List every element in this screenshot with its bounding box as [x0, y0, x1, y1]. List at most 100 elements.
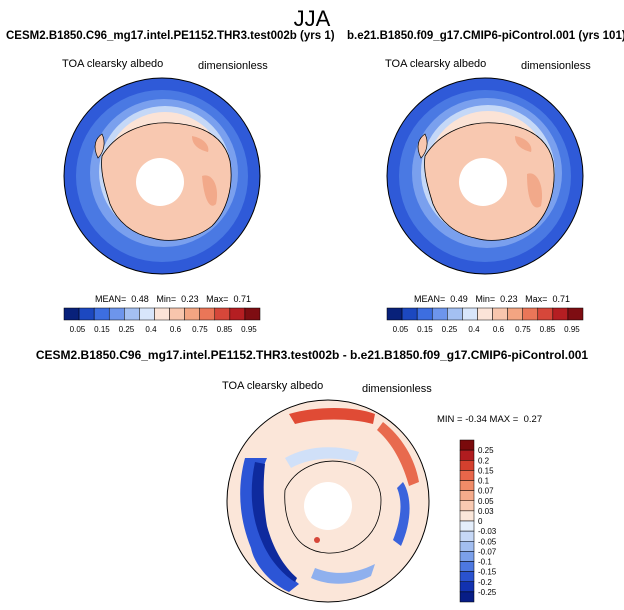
- max-label: MAX =: [489, 414, 519, 425]
- high-albedo-patch-1: [192, 136, 209, 152]
- colorbar-tick-label: 0.6: [493, 325, 505, 334]
- colorbar-box: [459, 520, 475, 532]
- colorbar-box: [459, 541, 475, 552]
- colorbar-box: [386, 307, 403, 321]
- positive-band-northeast: [377, 422, 419, 486]
- colorbar-tick-label: 0.25: [442, 325, 458, 334]
- colorbar-tick-label: 0.07: [478, 487, 494, 496]
- colorbar-box: [459, 510, 475, 522]
- min-label: Min=: [475, 294, 496, 304]
- colorbar-box: [459, 500, 475, 512]
- colorbar-tick-label: -0.05: [478, 537, 497, 546]
- mean-value: 0.49: [450, 294, 468, 304]
- mean-value: 0.48: [131, 294, 149, 304]
- colorbar-box: [93, 307, 110, 321]
- colorbar-tick-label: -0.1: [478, 558, 492, 567]
- max-value: 0.71: [552, 294, 570, 304]
- colorbar-box: [431, 307, 448, 321]
- colorbar-box: [199, 307, 216, 321]
- colorbar-tick-label: 0.4: [468, 325, 480, 334]
- panel-2-polar-map: [386, 77, 584, 275]
- colorbar-box: [459, 490, 475, 501]
- difference-variable: TOA clearsky albedo: [222, 380, 324, 392]
- difference-colorbar: 0.250.20.150.10.070.050.030-0.03-0.05-0.…: [459, 439, 497, 603]
- colorbar-tick-label: 0.03: [478, 507, 494, 516]
- colorbar-box: [416, 307, 433, 321]
- max-value: 0.27: [523, 414, 543, 425]
- high-albedo-patch-1: [515, 136, 532, 152]
- colorbar-tick-label: 0.05: [393, 325, 409, 334]
- positive-spot: [314, 537, 320, 543]
- panel-1-case-title: CESM2.B1850.C96_mg17.intel.PE1152.THR3.t…: [6, 30, 335, 42]
- colorbar-box: [124, 307, 140, 321]
- pole-hole: [304, 482, 352, 530]
- panel-1-stats: MEAN= 0.48 Min= 0.23 Max= 0.71: [95, 294, 251, 304]
- colorbar-box: [459, 530, 475, 542]
- mean-label: MEAN=: [414, 294, 446, 304]
- colorbar-tick-label: 0.05: [478, 497, 494, 506]
- max-label: Max=: [206, 294, 229, 304]
- colorbar-box: [459, 561, 475, 572]
- colorbar-box: [459, 460, 475, 471]
- colorbar-box: [78, 307, 95, 321]
- pole-hole: [136, 158, 184, 206]
- colorbar-tick-label: 0.85: [540, 325, 556, 334]
- colorbar-tick-label: 0.25: [478, 446, 494, 455]
- panel-2-case-title: b.e21.B1850.f09_g17.CMIP6-piControl.001 …: [347, 30, 624, 42]
- colorbar-tick-label: 0.15: [478, 466, 494, 475]
- light-negative-ring: [285, 447, 359, 468]
- panel-1-polar-map: [63, 77, 261, 275]
- colorbar-box: [459, 480, 475, 491]
- colorbar-box: [459, 449, 475, 461]
- panel-1-colorbar: 0.05 0.15 0.25 0.4 0.6 0.75 0.85 0.95: [63, 307, 261, 334]
- colorbar-tick-label: -0.03: [478, 527, 497, 536]
- min-label: MIN =: [437, 414, 463, 425]
- difference-title: CESM2.B1850.C96_mg17.intel.PE1152.THR3.t…: [35, 348, 589, 362]
- colorbar-tick-label: 0.95: [564, 325, 580, 334]
- max-label: Max=: [525, 294, 548, 304]
- panel-2-units: dimensionless: [521, 60, 591, 72]
- min-value: 0.23: [500, 294, 518, 304]
- negative-core-west: [251, 462, 297, 582]
- colorbar-tick-label: 0.85: [217, 325, 233, 334]
- colorbar-tick-label: 0.2: [478, 456, 490, 465]
- panel-2-stats: MEAN= 0.49 Min= 0.23 Max= 0.71: [414, 294, 570, 304]
- colorbar-box: [401, 307, 418, 321]
- colorbar-box: [229, 307, 246, 321]
- negative-band-south: [311, 564, 375, 584]
- colorbar-box: [459, 581, 475, 593]
- colorbar-box: [492, 307, 508, 321]
- pole-hole: [459, 158, 507, 206]
- colorbar-box: [447, 307, 463, 321]
- mean-label: MEAN=: [95, 294, 127, 304]
- negative-band-east: [393, 482, 410, 546]
- colorbar-box: [477, 307, 493, 321]
- colorbar-box: [214, 307, 231, 321]
- positive-band-north: [289, 408, 375, 424]
- colorbar-tick-label: -0.15: [478, 568, 497, 577]
- colorbar-tick-label: 0.75: [192, 325, 208, 334]
- colorbar-tick-label: 0.25: [119, 325, 135, 334]
- difference-polar-map: [226, 399, 430, 603]
- colorbar-box: [459, 439, 475, 451]
- colorbar-box: [63, 307, 80, 321]
- colorbar-tick-label: 0.05: [70, 325, 86, 334]
- colorbar-tick-label: 0.75: [515, 325, 531, 334]
- colorbar-box: [552, 307, 569, 321]
- season-title: JJA: [293, 6, 331, 31]
- colorbar-box: [537, 307, 554, 321]
- colorbar-tick-label: 0.1: [478, 477, 490, 486]
- colorbar-tick-label: 0.15: [94, 325, 110, 334]
- antarctic-peninsula: [417, 133, 428, 159]
- colorbar-box: [459, 551, 475, 562]
- panel-2-colorbar: 0.05 0.15 0.25 0.4 0.6 0.75 0.85 0.95: [386, 307, 584, 334]
- colorbar-tick-label: 0.4: [145, 325, 157, 334]
- panel-1-units: dimensionless: [198, 60, 268, 72]
- colorbar-tick-label: 0.6: [170, 325, 182, 334]
- max-value: 0.71: [233, 294, 251, 304]
- colorbar-tick-label: -0.07: [478, 547, 497, 556]
- min-label: Min=: [156, 294, 177, 304]
- colorbar-tick-label: 0: [478, 517, 483, 526]
- colorbar-box: [184, 307, 200, 321]
- colorbar-box: [522, 307, 539, 321]
